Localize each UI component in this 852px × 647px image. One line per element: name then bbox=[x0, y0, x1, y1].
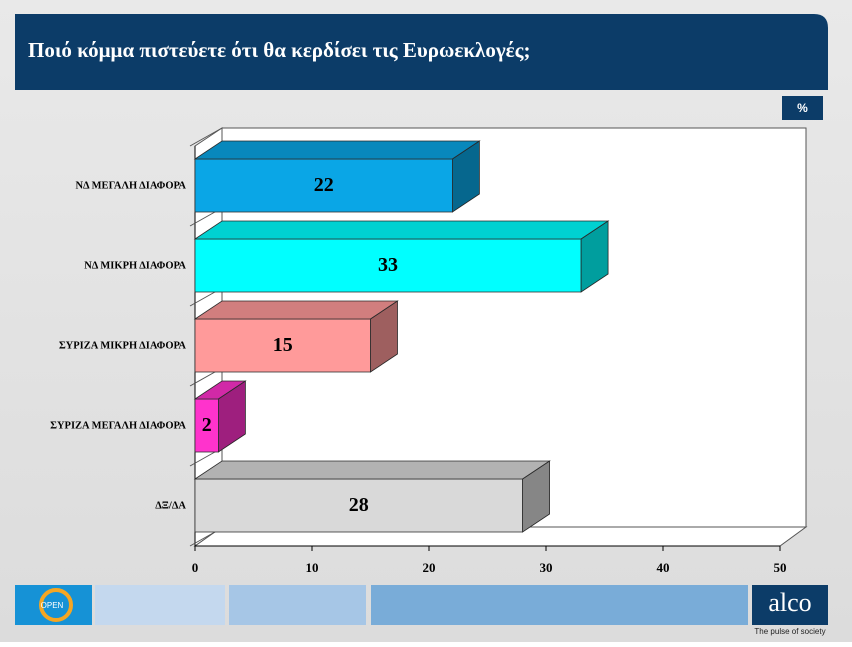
bar-front bbox=[194, 478, 524, 533]
bar-side-shade bbox=[452, 141, 480, 212]
open-logo-text: OPEN bbox=[41, 601, 64, 610]
x-tick-label: 20 bbox=[423, 560, 436, 575]
category-label: ΝΔ ΜΙΚΡΗ ΔΙΑΦΟΡΑ bbox=[84, 260, 186, 271]
category-tick bbox=[189, 127, 223, 147]
tagline: The pulse of society bbox=[754, 627, 825, 636]
x-tick-label: 50 bbox=[774, 560, 787, 575]
open-logo-ring bbox=[39, 588, 73, 622]
value-label: 33 bbox=[378, 254, 398, 276]
bar-side-shade bbox=[522, 461, 550, 532]
bar-side bbox=[217, 380, 246, 453]
bar-front bbox=[194, 158, 453, 213]
x-tick-label: 0 bbox=[192, 560, 199, 575]
chart-title: Ποιό κόμμα πιστεύετε ότι θα κερδίσει τις… bbox=[28, 38, 531, 62]
bar-side-shade bbox=[581, 221, 609, 292]
category-label: ΝΔ ΜΕΓΑΛΗ ΔΙΑΦΟΡΑ bbox=[75, 180, 186, 191]
alco-logo-text: alco bbox=[768, 588, 811, 617]
bar-front bbox=[194, 318, 371, 373]
footer-panel bbox=[371, 585, 748, 625]
bar-side bbox=[451, 140, 480, 213]
x-tick-label: 10 bbox=[306, 560, 319, 575]
value-label: 2 bbox=[202, 414, 212, 436]
bar-top-shade bbox=[195, 461, 550, 479]
value-label: 22 bbox=[314, 174, 334, 196]
category-label: ΔΞ/ΔΑ bbox=[155, 500, 186, 511]
footer-panel bbox=[95, 585, 225, 625]
footer-panel bbox=[229, 585, 366, 625]
bar-side bbox=[522, 460, 550, 533]
value-label: 28 bbox=[349, 494, 369, 516]
unit-badge bbox=[782, 96, 823, 120]
bar-top-shade bbox=[195, 141, 480, 159]
category-label: ΣΥΡΙΖΑ ΜΙΚΡΗ ΔΙΑΦΟΡΑ bbox=[59, 340, 187, 351]
value-label: 15 bbox=[273, 334, 293, 356]
bar-front bbox=[194, 238, 582, 293]
category-label: ΣΥΡΙΖΑ ΜΕΓΑΛΗ ΔΙΑΦΟΡΑ bbox=[50, 420, 186, 431]
title-banner bbox=[15, 14, 828, 90]
alco-logo-box bbox=[752, 585, 828, 625]
bar-side bbox=[370, 300, 398, 373]
bar-top-shade bbox=[195, 221, 609, 239]
x-tick-label: 40 bbox=[657, 560, 670, 575]
plot: 0 10 20 30 40 50 ΝΔ ΜΕΓΑΛΗ ΔΙΑΦΟΡΑ 22 ΝΔ ΜΙΚΡΗ Δ… bbox=[50, 127, 787, 575]
bar-top-shade bbox=[195, 381, 246, 399]
x-tick-label: 30 bbox=[540, 560, 553, 575]
bar-side-shade bbox=[218, 381, 246, 452]
bar-side-shade bbox=[370, 301, 398, 372]
bar-top-shade bbox=[195, 301, 398, 319]
bar-side bbox=[580, 220, 609, 293]
unit-label: % bbox=[797, 101, 808, 115]
